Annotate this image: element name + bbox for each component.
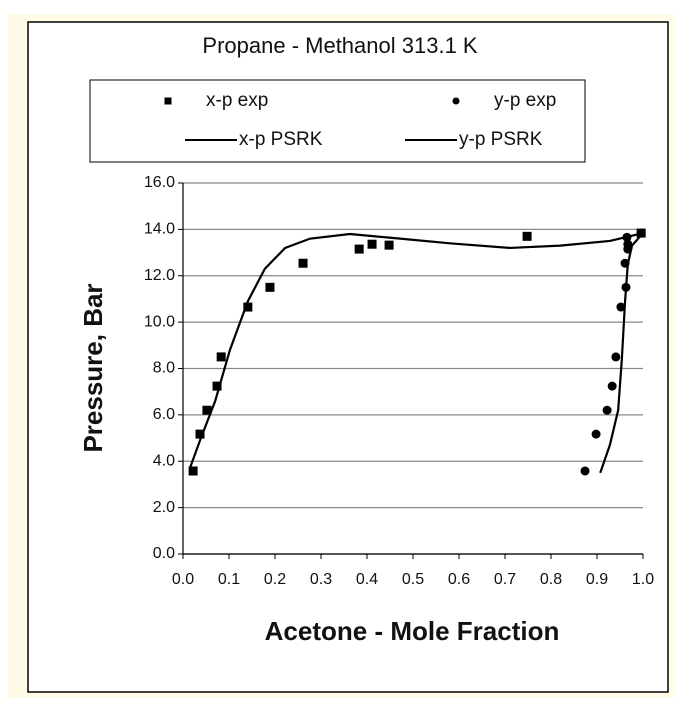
point [195,429,205,439]
series-line [599,232,644,474]
y-tick-label: 14.0 [144,221,175,238]
point [298,258,308,268]
point [212,381,222,391]
point [623,239,633,249]
x-tick-label: 0.1 [218,571,240,588]
point [384,240,394,250]
x-tick-label: 0.6 [448,571,470,588]
x-axis-title: Acetone - Mole Fraction [265,616,560,646]
legend-label: x-p PSRK [239,129,323,150]
chart-title: Propane - Methanol 313.1 K [202,33,478,58]
legend-label: x-p exp [206,90,268,111]
legend-label: y-p exp [494,90,556,111]
point [607,381,617,391]
point [243,302,253,312]
point [591,429,601,439]
legend-swatch [452,97,460,105]
point [522,231,532,241]
y-tick-label: 2.0 [153,499,175,516]
point [602,405,612,415]
legend [89,79,586,163]
point [265,282,275,292]
x-tick-label: 0.3 [310,571,332,588]
y-tick-label: 4.0 [153,452,175,469]
point [580,466,590,476]
legend-label: y-p PSRK [459,129,543,150]
point [216,352,226,362]
x-tick-label: 0.2 [264,571,286,588]
x-tick-label: 1.0 [632,571,654,588]
legend-swatch [164,97,172,105]
point [611,352,621,362]
x-tick-label: 0.7 [494,571,516,588]
x-tick-label: 0.4 [356,571,378,588]
y-tick-label: 10.0 [144,313,175,330]
y-tick-label: 12.0 [144,267,175,284]
x-tick-label: 0.5 [402,571,424,588]
series-line [188,232,644,469]
point [616,302,626,312]
point [367,239,377,249]
y-tick-label: 6.0 [153,406,175,423]
x-tick-label: 0.0 [172,571,194,588]
point [188,466,198,476]
y-tick-label: 16.0 [144,174,175,191]
x-tick-label: 0.9 [586,571,608,588]
y-axis-title: Pressure, Bar [78,283,108,452]
y-tick-label: 0.0 [153,545,175,562]
point [354,244,364,254]
y-tick-label: 8.0 [153,360,175,377]
point [202,405,212,415]
x-tick-label: 0.8 [540,571,562,588]
